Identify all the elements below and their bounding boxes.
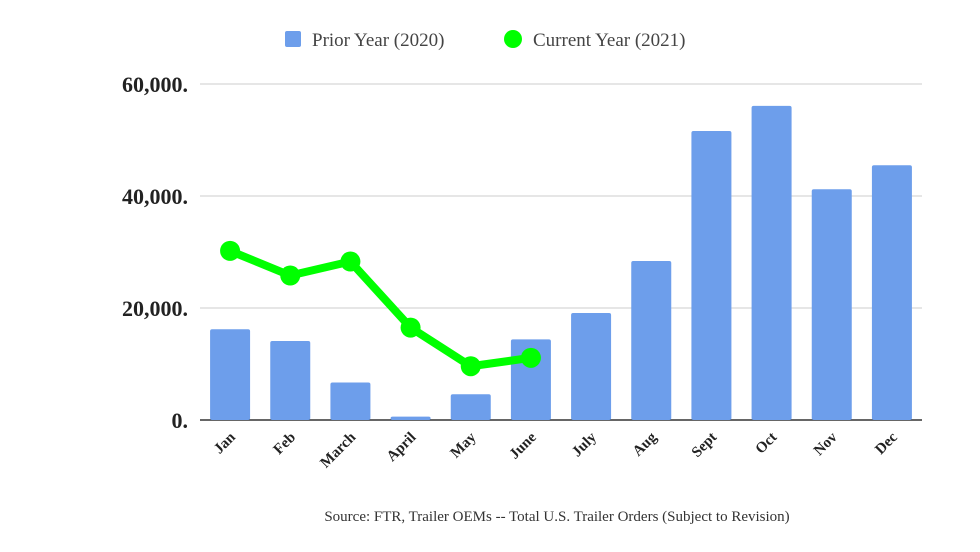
bar-oct	[751, 105, 792, 420]
legend-swatch-prior-year	[285, 31, 301, 47]
legend-label-prior-year: Prior Year (2020)	[312, 30, 444, 51]
bar-aug	[631, 260, 672, 420]
point-march	[340, 251, 361, 272]
bar-march	[330, 382, 371, 420]
x-tick-label: May	[448, 429, 480, 461]
y-tick-label: 20,000.	[122, 296, 188, 321]
bar-april	[390, 416, 431, 420]
x-tick-label: Oct	[753, 430, 781, 458]
bar-may	[450, 394, 491, 420]
x-tick-label: June	[507, 429, 540, 462]
source-note: Source: FTR, Trailer OEMs -- Total U.S. …	[324, 509, 789, 525]
point-june	[520, 347, 541, 368]
y-tick-label: 60,000.	[122, 72, 188, 97]
bar-feb	[270, 341, 311, 420]
y-tick-label: 40,000.	[122, 184, 188, 209]
x-tick-label: Feb	[271, 430, 299, 458]
current-year-line	[226, 246, 535, 371]
x-tick-label: Dec	[872, 429, 901, 458]
point-may	[460, 356, 481, 377]
point-jan	[220, 240, 241, 261]
bar-nov	[811, 189, 852, 420]
x-tick-label: Nov	[811, 429, 841, 459]
x-tick-label: March	[317, 429, 359, 471]
point-feb	[280, 265, 301, 286]
x-tick-label: July	[569, 429, 600, 460]
point-april	[400, 317, 421, 338]
x-tick-label: Sept	[689, 430, 720, 461]
bar-dec	[871, 165, 912, 420]
y-tick-label: 0.	[172, 408, 189, 433]
legend: Prior Year (2020) Current Year (2021)	[285, 30, 686, 51]
legend-label-current-year: Current Year (2021)	[533, 30, 686, 51]
x-tick-label: Jan	[211, 429, 239, 457]
x-tick-label: April	[384, 430, 419, 465]
x-tick-label: Aug	[630, 429, 661, 460]
bar-jan	[210, 329, 251, 420]
bar-sept	[691, 131, 732, 421]
bar-july	[571, 313, 612, 420]
legend-marker-current-year	[504, 30, 522, 48]
